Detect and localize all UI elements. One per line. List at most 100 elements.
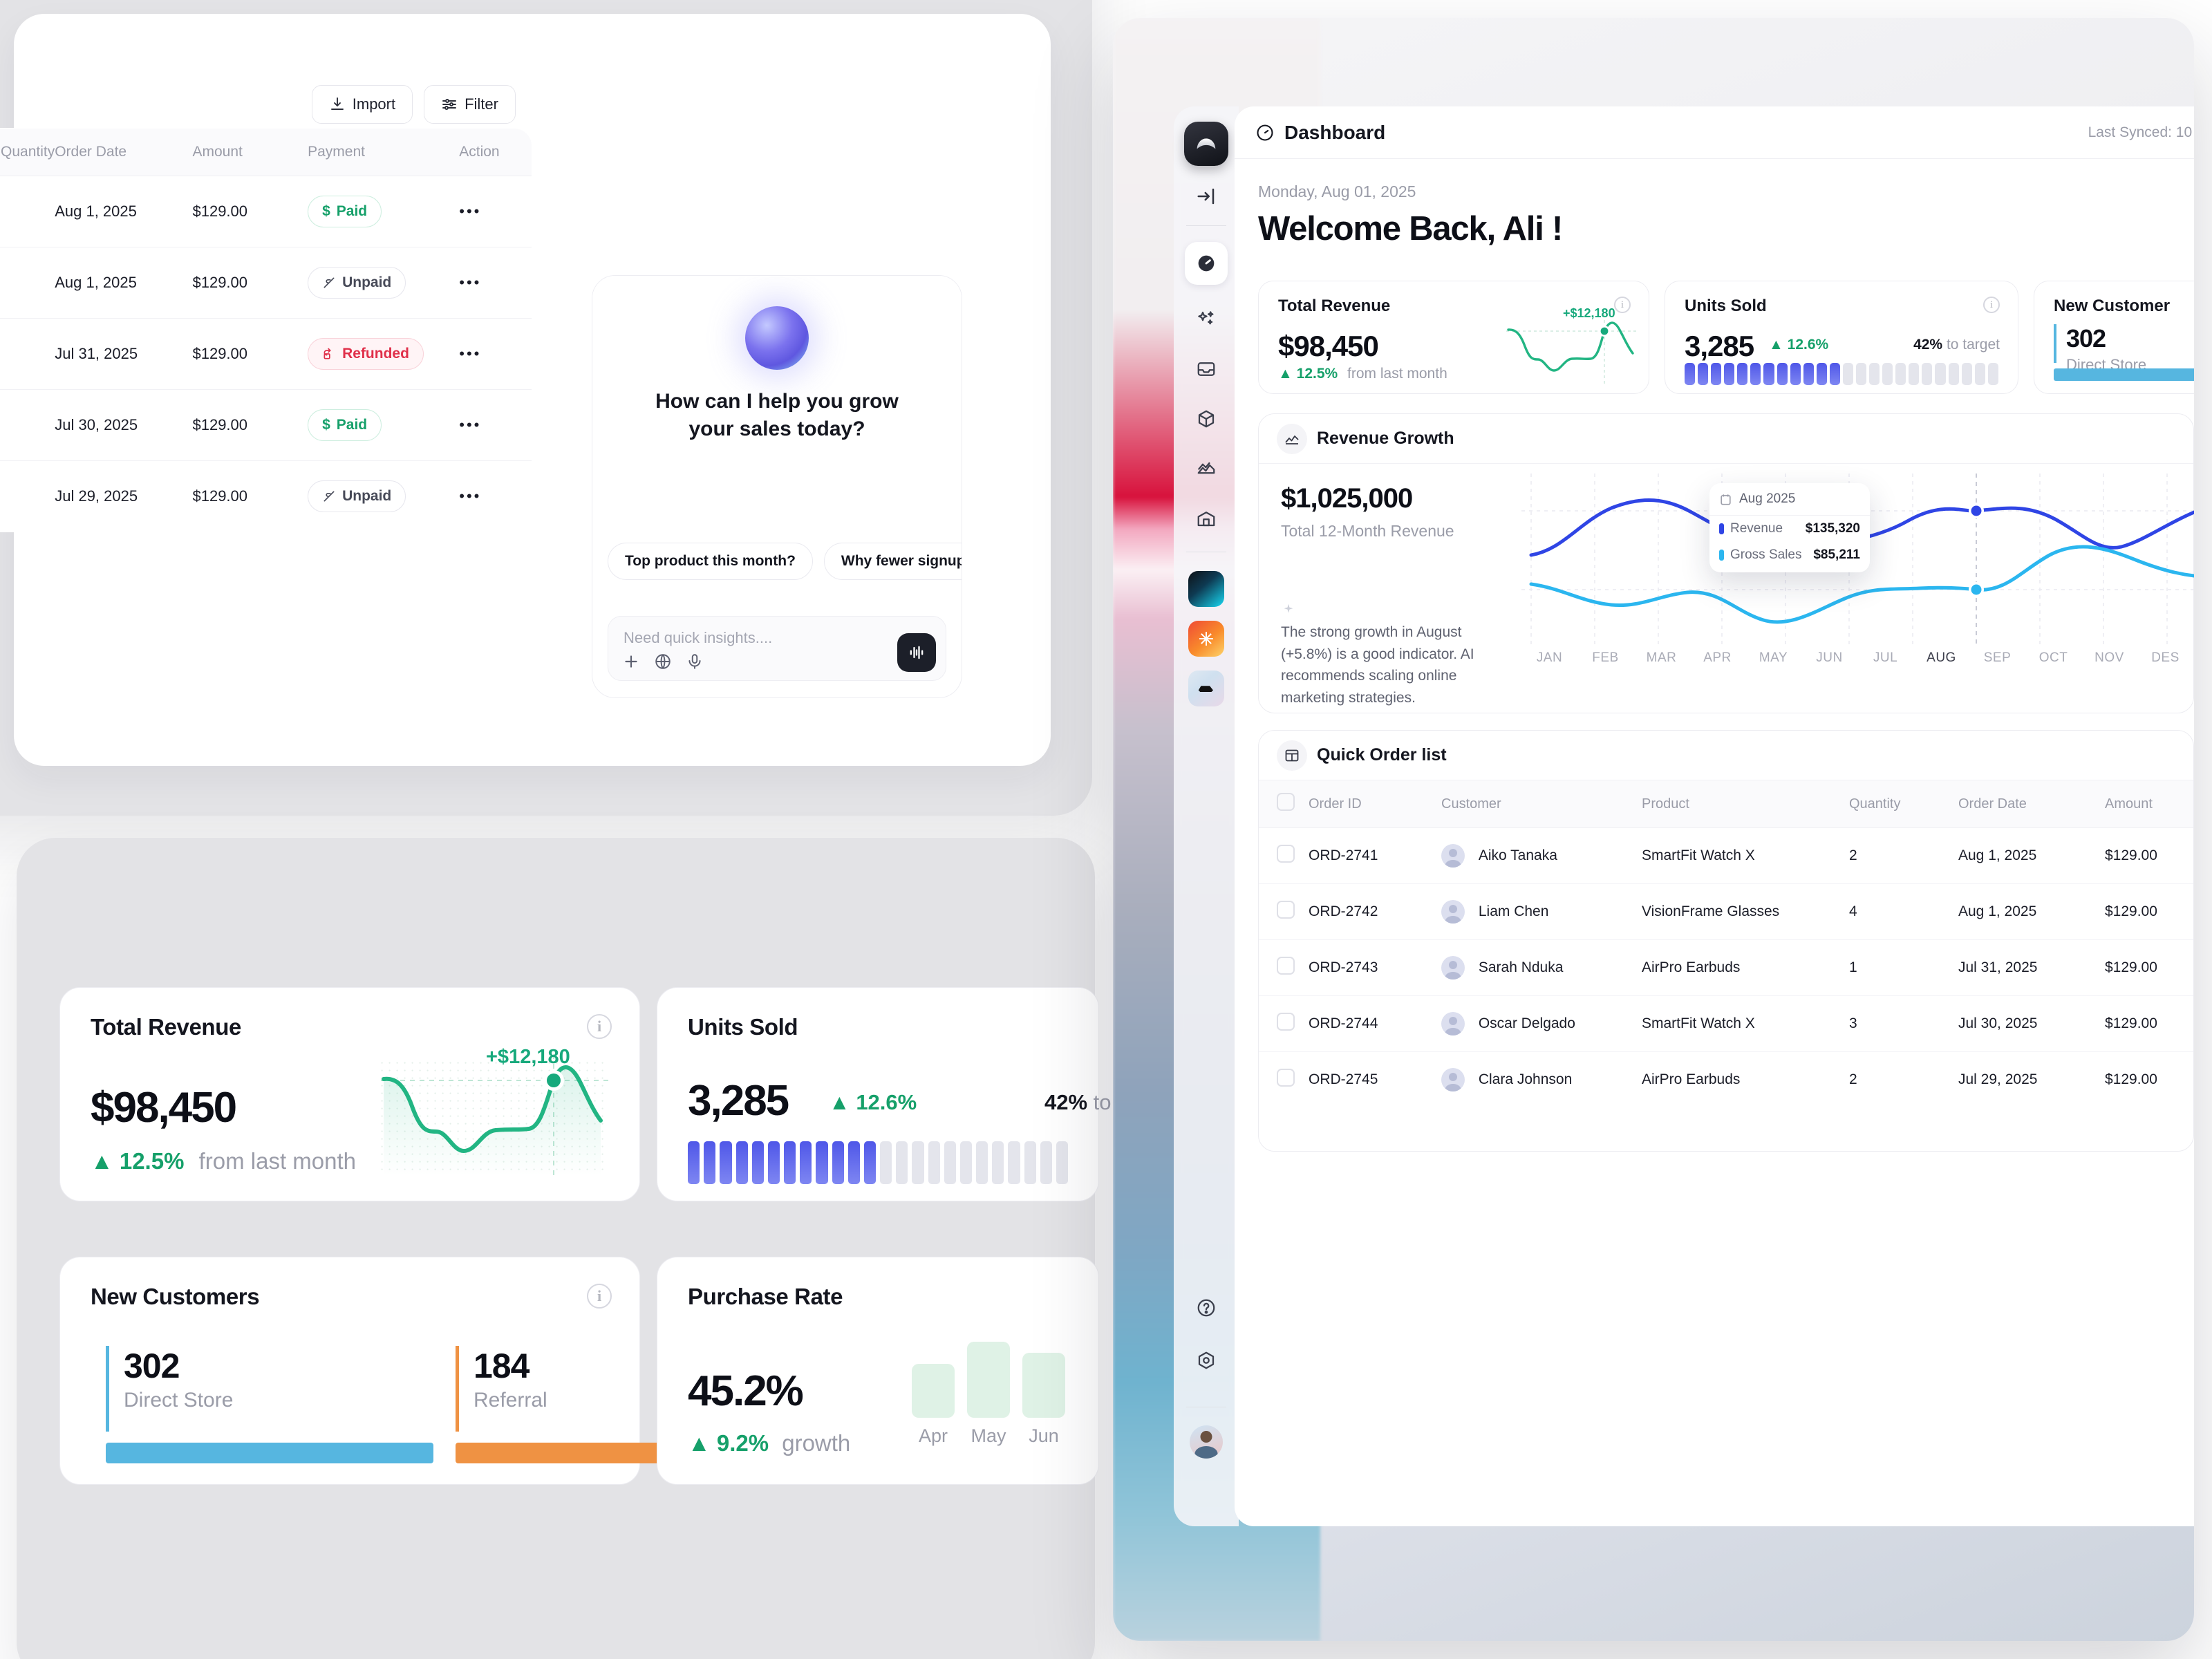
suggestion-chip-2[interactable]: Why fewer signups?: [823, 543, 962, 580]
ai-assistant-card: How can I help you grow your sales today…: [592, 275, 962, 698]
row-actions-button[interactable]: •••: [459, 487, 482, 505]
table-row[interactable]: Jul 31, 2025 $129.00 Refunded •••: [0, 318, 532, 390]
app-teal-icon[interactable]: [1188, 571, 1224, 607]
pr-bar-jun: [1022, 1353, 1065, 1418]
sparkline-svg: [381, 1054, 609, 1179]
kpi-title: Total Revenue: [1278, 297, 1391, 315]
cell-payment: Unpaid: [308, 247, 460, 319]
revenue-sparkline: +$12,180: [1506, 306, 1638, 384]
revenue-growth-header: Revenue Growth: [1259, 414, 2193, 464]
col-product[interactable]: Product: [1642, 780, 1849, 828]
plus-icon[interactable]: [622, 653, 640, 671]
col-order-date[interactable]: Order Date: [1958, 780, 2105, 828]
revenue-growth-card: Revenue Growth $1,025,000 Total 12-Month…: [1258, 413, 2194, 713]
kpi-delta: 12.5%: [119, 1148, 185, 1174]
table-row[interactable]: ORD-2744 Oscar Delgado SmartFit Watch X …: [1259, 995, 2193, 1052]
col-action[interactable]: Action: [459, 129, 532, 176]
status-label: Unpaid: [342, 488, 392, 504]
new-customers-direct: 302 Direct Store: [106, 1346, 433, 1463]
app-orange-icon[interactable]: [1188, 621, 1224, 657]
sidebar-item-inbox[interactable]: [1188, 351, 1224, 387]
info-icon[interactable]: i: [587, 1014, 612, 1039]
sidebar-item-products[interactable]: [1188, 401, 1224, 437]
sidebar-item-analytics[interactable]: [1188, 451, 1224, 487]
microphone-icon[interactable]: [686, 653, 704, 671]
row-checkbox[interactable]: [1277, 901, 1295, 919]
direct-label: Direct Store: [124, 1389, 234, 1412]
content-body: Monday, Aug 01, 2025 Welcome Back, Ali !…: [1235, 159, 2194, 1526]
app-silver-icon[interactable]: [1188, 671, 1224, 706]
table-row[interactable]: Aug 1, 2025 $129.00 $ Paid •••: [0, 176, 532, 247]
table-row[interactable]: Jul 30, 2025 $129.00 $ Paid •••: [0, 389, 532, 461]
row-actions-button[interactable]: •••: [459, 318, 532, 390]
row-checkbox[interactable]: [1277, 845, 1295, 863]
import-button[interactable]: Import: [311, 85, 413, 124]
table-row[interactable]: Aug 1, 2025 $129.00 Unpaid •••: [0, 247, 532, 319]
col-order-id[interactable]: Order ID: [1309, 780, 1441, 828]
row-actions-button[interactable]: •••: [459, 247, 532, 319]
total-revenue-12m: $1,025,000: [1281, 483, 1413, 514]
cell-customer: Aiko Tanaka: [1441, 827, 1642, 884]
col-order-date[interactable]: Order Date: [55, 129, 193, 176]
row-checkbox[interactable]: [1277, 1013, 1295, 1031]
x-jan: JAN: [1536, 650, 1563, 665]
row-actions-button[interactable]: •••: [459, 176, 532, 247]
customer-name: Sarah Nduka: [1478, 959, 1564, 975]
x-aug: AUG: [1927, 650, 1956, 665]
ai-orb-icon: [745, 306, 809, 370]
cell-date: Aug 1, 2025: [55, 176, 193, 247]
row-actions-button[interactable]: •••: [459, 389, 532, 461]
sidebar-item-dashboard[interactable]: [1185, 242, 1228, 285]
table-row[interactable]: ORD-2743 Sarah Nduka AirPro Earbuds 1 Ju…: [1259, 939, 2193, 996]
page-title: Dashboard: [1284, 121, 1386, 143]
ai-composer[interactable]: Need quick insights....: [608, 616, 946, 681]
tick: [1974, 363, 1985, 385]
cell-amount: $129.00: [2105, 827, 2193, 884]
globe-icon[interactable]: [654, 653, 672, 671]
tick: [928, 1141, 940, 1184]
new-customers-referral: 184 Referral: [456, 1346, 663, 1463]
filter-button[interactable]: Filter: [424, 85, 516, 124]
info-icon[interactable]: i: [1614, 297, 1631, 313]
select-all-checkbox[interactable]: [1277, 793, 1295, 811]
kpi-target-row: 42% to target: [1913, 337, 2000, 353]
cell-product: AirPro Earbuds: [1642, 939, 1849, 996]
kpi-value: $98,450: [1278, 330, 1379, 362]
col-quantity[interactable]: Quantity: [1849, 780, 1958, 828]
sidebar-item-settings[interactable]: [1188, 1342, 1224, 1378]
sidebar-item-warehouse[interactable]: [1188, 500, 1224, 536]
row-checkbox[interactable]: [1277, 957, 1295, 975]
info-icon[interactable]: i: [1983, 297, 2000, 313]
sidebar-item-ai-assistant[interactable]: [1188, 301, 1224, 337]
col-amount[interactable]: Amount: [2105, 780, 2193, 828]
sidebar-item-help[interactable]: [1188, 1290, 1224, 1326]
app-logo-icon[interactable]: [1184, 122, 1228, 166]
pr-bar-apr: [912, 1364, 955, 1418]
table-row[interactable]: Jul 29, 2025 $129.00 Unpaid •••: [0, 461, 532, 532]
table-row[interactable]: ORD-2745 Clara Johnson AirPro Earbuds 2 …: [1259, 1052, 2193, 1108]
units-progress-strip: [1685, 363, 1998, 385]
cell-customer: Clara Johnson: [1441, 1052, 1642, 1108]
col-payment[interactable]: Payment: [308, 129, 460, 176]
status-label: Paid: [336, 417, 368, 433]
window-kpi-total-revenue: Total Revenue i $98,450 ▲ 12.5% from las…: [1258, 281, 1649, 394]
row-checkbox[interactable]: [1277, 1069, 1295, 1087]
col-customer[interactable]: Customer: [1441, 780, 1642, 828]
x-oct: OCT: [2038, 650, 2068, 665]
ai-composer-tools: [622, 653, 704, 671]
revenue-growth-x-axis: JAN FEB MAR APR MAY JUN JUL AUG SEP OCT …: [1521, 650, 2193, 666]
collapse-panel-icon[interactable]: [1188, 178, 1224, 214]
tick: [959, 1141, 973, 1184]
table-row[interactable]: ORD-2741 Aiko Tanaka SmartFit Watch X 2 …: [1259, 827, 2193, 884]
kpi-delta-row: ▲ 9.2% growth: [688, 1430, 850, 1456]
col-amount[interactable]: Amount: [192, 129, 308, 176]
suggestion-chip-1[interactable]: Top product this month?: [608, 543, 813, 580]
status-badge: $ Paid: [308, 409, 382, 441]
voice-waveform-button[interactable]: [897, 633, 936, 672]
table-row[interactable]: ORD-2742 Liam Chen VisionFrame Glasses 4…: [1259, 883, 2193, 940]
tick: [720, 1141, 732, 1184]
ai-input-placeholder[interactable]: Need quick insights....: [624, 629, 773, 646]
info-icon[interactable]: i: [587, 1284, 612, 1309]
col-quantity[interactable]: Quantity: [0, 129, 55, 176]
avatar[interactable]: [1188, 1424, 1224, 1460]
